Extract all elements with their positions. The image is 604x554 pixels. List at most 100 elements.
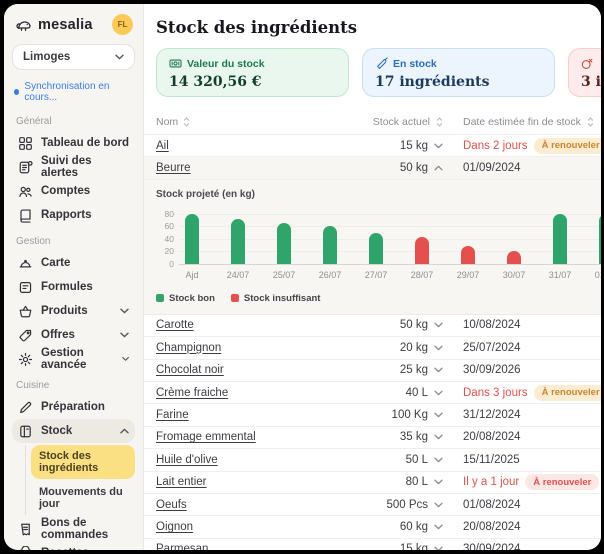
sidebar-item-stock[interactable]: Stock bbox=[12, 419, 135, 443]
stock-dropdown[interactable]: 15 kg bbox=[343, 543, 443, 550]
sync-label: Synchronisation en cours... bbox=[24, 81, 110, 103]
sidebar-item-label: Rapports bbox=[41, 209, 92, 221]
legend-swatch bbox=[156, 294, 164, 303]
legend-item: Stock bon bbox=[156, 293, 215, 304]
sidebar-item-label: Bons de commandes bbox=[41, 517, 109, 541]
chart-bar bbox=[369, 232, 383, 264]
chevron-down-icon bbox=[115, 54, 124, 60]
ingredient-link[interactable]: Crème fraiche bbox=[156, 386, 229, 399]
date-estimate: 01/09/2024 bbox=[463, 162, 521, 175]
stock-dropdown[interactable]: 50 kg bbox=[343, 319, 443, 331]
chevron-up-icon bbox=[434, 165, 443, 171]
sidebar-item-tableau-de-bord[interactable]: Tableau de bord bbox=[12, 131, 135, 155]
sidebar-subitem-mouvements-du-jour[interactable]: Mouvements du jour bbox=[39, 486, 123, 510]
sync-dot-icon bbox=[14, 89, 20, 95]
date-estimate: 01/08/2024 bbox=[463, 498, 521, 511]
sidebar-item-label: Comptes bbox=[41, 185, 91, 197]
expanded-row-section: Beurre 50 kg 01/09/2024 Stock projeté (e… bbox=[144, 157, 601, 315]
chart-x-label: 29/07 bbox=[456, 269, 480, 280]
dashboard-icon bbox=[19, 136, 32, 150]
chevron-down-icon bbox=[434, 546, 443, 550]
ingredient-link[interactable]: Oeufs bbox=[156, 498, 187, 511]
book-icon bbox=[20, 208, 31, 223]
ingredient-link[interactable]: Ail bbox=[156, 139, 169, 152]
chevron-down-icon bbox=[434, 524, 443, 530]
stock-dropdown[interactable]: 60 kg bbox=[343, 521, 443, 533]
column-header-nom[interactable]: Nom bbox=[156, 116, 343, 128]
sidebar-item-produits[interactable]: Produits bbox=[12, 299, 135, 323]
sidebar-item-gestion-avancee[interactable]: Gestion avancée bbox=[12, 347, 135, 371]
ingredient-link[interactable]: Huile d'olive bbox=[156, 453, 218, 466]
chart-x-label: 31/07 bbox=[548, 269, 572, 280]
stock-dropdown[interactable]: 15 kg bbox=[343, 140, 443, 152]
stock-dropdown[interactable]: 50 L bbox=[343, 454, 443, 466]
sidebar-item-rapports[interactable]: Rapports bbox=[12, 203, 135, 227]
brand: mesalia FL bbox=[12, 14, 135, 44]
ingredient-link[interactable]: Oignon bbox=[156, 520, 194, 533]
sidebar-item-carte[interactable]: Carte bbox=[12, 251, 135, 275]
table-row: Fromage emmental 35 kg 20/08/2024 bbox=[144, 427, 601, 450]
sidebar-subitem-stock-des-ingredients[interactable]: Stock des ingrédients bbox=[31, 445, 135, 479]
stat-card-in-stock: En stock 17 ingrédients bbox=[362, 48, 555, 97]
stock-dropdown[interactable]: 50 kg bbox=[343, 162, 443, 174]
stock-dropdown[interactable]: 40 L bbox=[343, 387, 443, 399]
ingredient-link[interactable]: Lait entier bbox=[156, 476, 207, 489]
ingredient-link[interactable]: Farine bbox=[156, 409, 189, 422]
column-header-date-fin-stock[interactable]: Date estimée fin de stock bbox=[463, 116, 601, 128]
stock-dropdown[interactable]: 80 L bbox=[343, 476, 443, 488]
legend-swatch bbox=[230, 294, 239, 303]
section-label-gestion: Gestion bbox=[16, 236, 51, 247]
ingredient-link[interactable]: Chocolat noir bbox=[156, 364, 224, 377]
basket-icon bbox=[19, 305, 32, 317]
ingredient-link[interactable]: Fromage emmental bbox=[156, 431, 256, 444]
sidebar-item-formules[interactable]: Formules bbox=[12, 275, 135, 299]
chevron-down-icon bbox=[122, 357, 129, 361]
pencil-icon bbox=[20, 401, 32, 413]
ingredient-link[interactable]: Carotte bbox=[156, 319, 194, 332]
table-row: Lait entier 80 L Il y a 1 jour À renouvel… bbox=[144, 472, 601, 494]
chart-x-label: 26/07 bbox=[318, 269, 342, 280]
chart-bar bbox=[277, 223, 291, 264]
date-estimate: 20/08/2024 bbox=[463, 520, 521, 533]
avatar[interactable]: FL bbox=[112, 14, 133, 35]
sidebar-item-offres[interactable]: Offres bbox=[12, 323, 135, 347]
date-estimate: 30/09/2024 bbox=[463, 543, 521, 550]
section-label-cuisine: Cuisine bbox=[16, 380, 50, 391]
table-row: Parmesan 15 kg 30/09/2024 bbox=[144, 539, 601, 550]
chevron-down-icon bbox=[434, 502, 443, 507]
location-select[interactable]: Limoges bbox=[12, 44, 135, 70]
chart-x-label: 27/07 bbox=[364, 269, 388, 280]
sidebar-item-recettes[interactable]: Recettes bbox=[12, 541, 135, 550]
stat-cards: Valeur du stock 14 320,56 € En stock 17 … bbox=[156, 48, 601, 97]
sidebar-item-suivi-des-alertes[interactable]: Suivi des alertes bbox=[12, 155, 135, 179]
stock-projection-chart: Stock projeté (en kg) 0 20 40 60 80 Ajd 24/07… bbox=[144, 180, 601, 315]
table-row: Beurre 50 kg 01/09/2024 bbox=[144, 157, 601, 180]
stat-card-label: En stock bbox=[393, 57, 437, 70]
ingredient-link[interactable]: Parmesan bbox=[156, 543, 209, 550]
ingredient-link[interactable]: Beurre bbox=[156, 162, 191, 175]
sidebar-item-label: Carte bbox=[41, 257, 71, 269]
stock-dropdown[interactable]: 100 Kg bbox=[343, 409, 443, 421]
status-badge: À renouveler bientôt bbox=[533, 137, 601, 154]
sidebar-item-comptes[interactable]: Comptes bbox=[12, 179, 135, 203]
chart-bar bbox=[507, 251, 521, 264]
table-row: Huile d'olive 50 L 15/11/2025 bbox=[144, 449, 601, 472]
chart-title: Stock projeté (en kg) bbox=[156, 188, 255, 200]
sidebar-item-preparation[interactable]: Préparation bbox=[12, 395, 135, 419]
stock-dropdown[interactable]: 20 kg bbox=[343, 342, 443, 354]
cloche-icon bbox=[19, 259, 32, 267]
chart-bar bbox=[461, 246, 475, 264]
stock-dropdown[interactable]: 500 Pcs bbox=[343, 499, 443, 511]
stat-card-value: 3 ingrédients bbox=[581, 74, 601, 90]
status-badge: À renouveler bientôt bbox=[533, 384, 601, 401]
stock-dropdown[interactable]: 25 kg bbox=[343, 364, 443, 376]
column-header-stock-actuel[interactable]: Stock actuel bbox=[343, 116, 443, 128]
table-row: Oeufs 500 Pcs 01/08/2024 bbox=[144, 494, 601, 517]
users-icon bbox=[19, 186, 32, 197]
tag-icon bbox=[19, 329, 32, 341]
sidebar-item-bons-de-commandes[interactable]: Bons de commandes bbox=[12, 517, 135, 541]
chevron-down-icon bbox=[434, 345, 443, 351]
chart-bar bbox=[323, 226, 337, 264]
ingredient-link[interactable]: Champignon bbox=[156, 341, 222, 354]
stock-dropdown[interactable]: 35 kg bbox=[343, 431, 443, 443]
